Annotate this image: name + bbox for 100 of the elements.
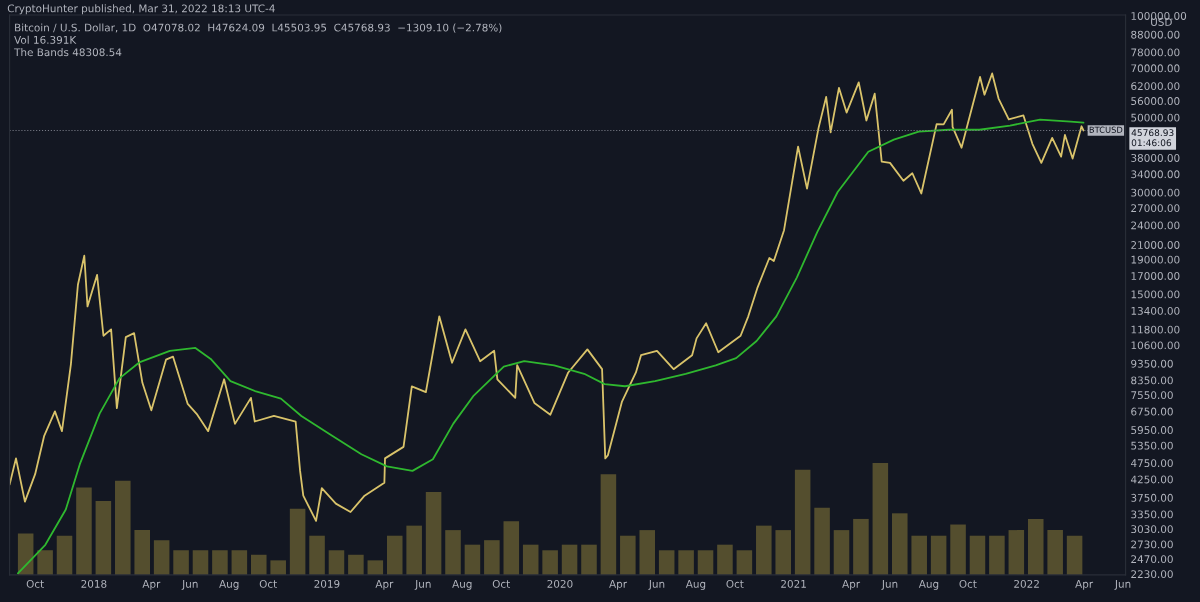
ref-line-label: BTCUSD [1089, 126, 1123, 133]
y-tick-label: 62000.00 [1131, 82, 1180, 91]
x-tick-label: Aug [219, 580, 239, 590]
y-tick-label: 56000.00 [1131, 97, 1180, 105]
y-axis-title: USD [1151, 18, 1172, 26]
bar [756, 525, 772, 575]
x-tick-label: Apr [1075, 580, 1094, 590]
x-tick-label: 2020 [547, 579, 573, 588]
y-tick-label: 24000.00 [1131, 221, 1180, 230]
line-series [16, 118, 1085, 575]
y-tick-label: 34000.00 [1131, 170, 1180, 179]
bar [522, 544, 539, 575]
bar [950, 524, 966, 575]
bar [309, 535, 325, 575]
bar [484, 540, 500, 575]
y-tick-label: 3030.00 [1131, 525, 1173, 534]
y-tick-label: 2230.00 [1131, 570, 1173, 579]
bar [717, 544, 733, 575]
x-tick-label: Apr [142, 580, 161, 590]
x-tick-label: 2019 [314, 579, 340, 588]
bar [620, 535, 636, 575]
y-tick-label: 17000.00 [1131, 272, 1180, 280]
bar [853, 518, 869, 575]
bar [37, 550, 53, 575]
x-tick-label: Oct [959, 579, 977, 588]
bar [251, 554, 267, 575]
bar [794, 469, 811, 575]
x-tick-label: Oct [259, 579, 277, 588]
x-tick-label: Jun [1114, 580, 1131, 590]
y-tick-label: 2470.00 [1131, 555, 1173, 564]
annotation: The Bands 48308.54 [14, 48, 122, 57]
y-tick-label: 4750.00 [1130, 459, 1173, 468]
x-tick-label: Jun [181, 580, 198, 590]
text: Bitcoin / U.S. Dollar, 1D O47078.02 H47624.09 L45503.95 C45768.93 −1309.10 (−2.78%) [15, 23, 502, 33]
y-tick-label: 88000.00 [1131, 30, 1180, 39]
bar [386, 535, 403, 575]
y-tick-label: 21000.00 [1131, 241, 1180, 249]
bar [348, 554, 364, 575]
y-tick-label: 15000.00 [1131, 290, 1180, 299]
y-tick-label: 70000.00 [1131, 64, 1180, 73]
bar [231, 550, 248, 575]
line-series [9, 72, 1085, 522]
bar [1008, 530, 1025, 575]
bar [833, 530, 850, 575]
x-tick-label: Apr [375, 580, 394, 590]
chart-subtitle: CryptoHunter published, Mar 31, 2022 18:13 UTC-4 [7, 4, 275, 15]
bar [989, 535, 1005, 575]
bar [328, 550, 345, 575]
bar [775, 530, 791, 575]
bar [658, 550, 675, 575]
bar [639, 530, 656, 575]
x-tick-label: Aug [452, 580, 472, 590]
bar [95, 501, 112, 575]
bar [678, 550, 694, 575]
bar [115, 480, 131, 575]
x-tick-label: Oct [726, 579, 744, 588]
bar [911, 535, 927, 575]
text: 45768.93 01:46:06 [1131, 129, 1174, 147]
y-tick-label: 4250.00 [1130, 475, 1173, 484]
y-tick-label: 13400.00 [1131, 306, 1180, 315]
y-tick-label: 7550.00 [1131, 391, 1173, 400]
y-tick-label: 27000.00 [1131, 204, 1180, 213]
y-tick-label: 19000.00 [1131, 255, 1180, 264]
bar [464, 544, 481, 575]
x-tick-label: Jun [881, 580, 898, 590]
y-tick-label: 9350.00 [1131, 359, 1173, 368]
bar [1066, 535, 1083, 575]
y-tick-label: 38000.00 [1131, 154, 1180, 162]
bar [542, 550, 558, 575]
bar [406, 525, 422, 575]
x-tick-label: Aug [918, 580, 939, 590]
y-tick-label: 100000.00 [1131, 12, 1187, 20]
bar [600, 474, 617, 575]
y-tick-label: 30000.00 [1131, 188, 1180, 197]
annotation: Vol 16.391K [14, 35, 77, 44]
y-tick-label: 2730.00 [1131, 540, 1173, 549]
bar [1047, 530, 1063, 575]
bar [289, 508, 306, 575]
y-tick-label: 3750.00 [1131, 493, 1173, 502]
y-tick-label: 3350.00 [1131, 510, 1173, 519]
bar [503, 521, 520, 575]
y-tick-label: 5950.00 [1131, 426, 1173, 434]
bar [367, 560, 384, 575]
bar [192, 550, 209, 575]
bar [56, 535, 73, 575]
x-tick-label: 2022 [1014, 579, 1039, 588]
bar [697, 550, 714, 575]
y-tick-label: 5350.00 [1131, 441, 1173, 450]
bar [1027, 518, 1044, 575]
x-tick-label: 2018 [81, 579, 107, 588]
bar [173, 550, 189, 575]
bar [425, 492, 442, 575]
bar [445, 530, 461, 575]
bar [969, 535, 986, 575]
x-tick-label: Apr [842, 580, 861, 590]
bar [581, 544, 597, 575]
bar [561, 544, 578, 575]
bar [134, 530, 150, 575]
x-tick-label: Apr [609, 580, 628, 590]
y-tick-label: 11800.00 [1131, 325, 1180, 334]
